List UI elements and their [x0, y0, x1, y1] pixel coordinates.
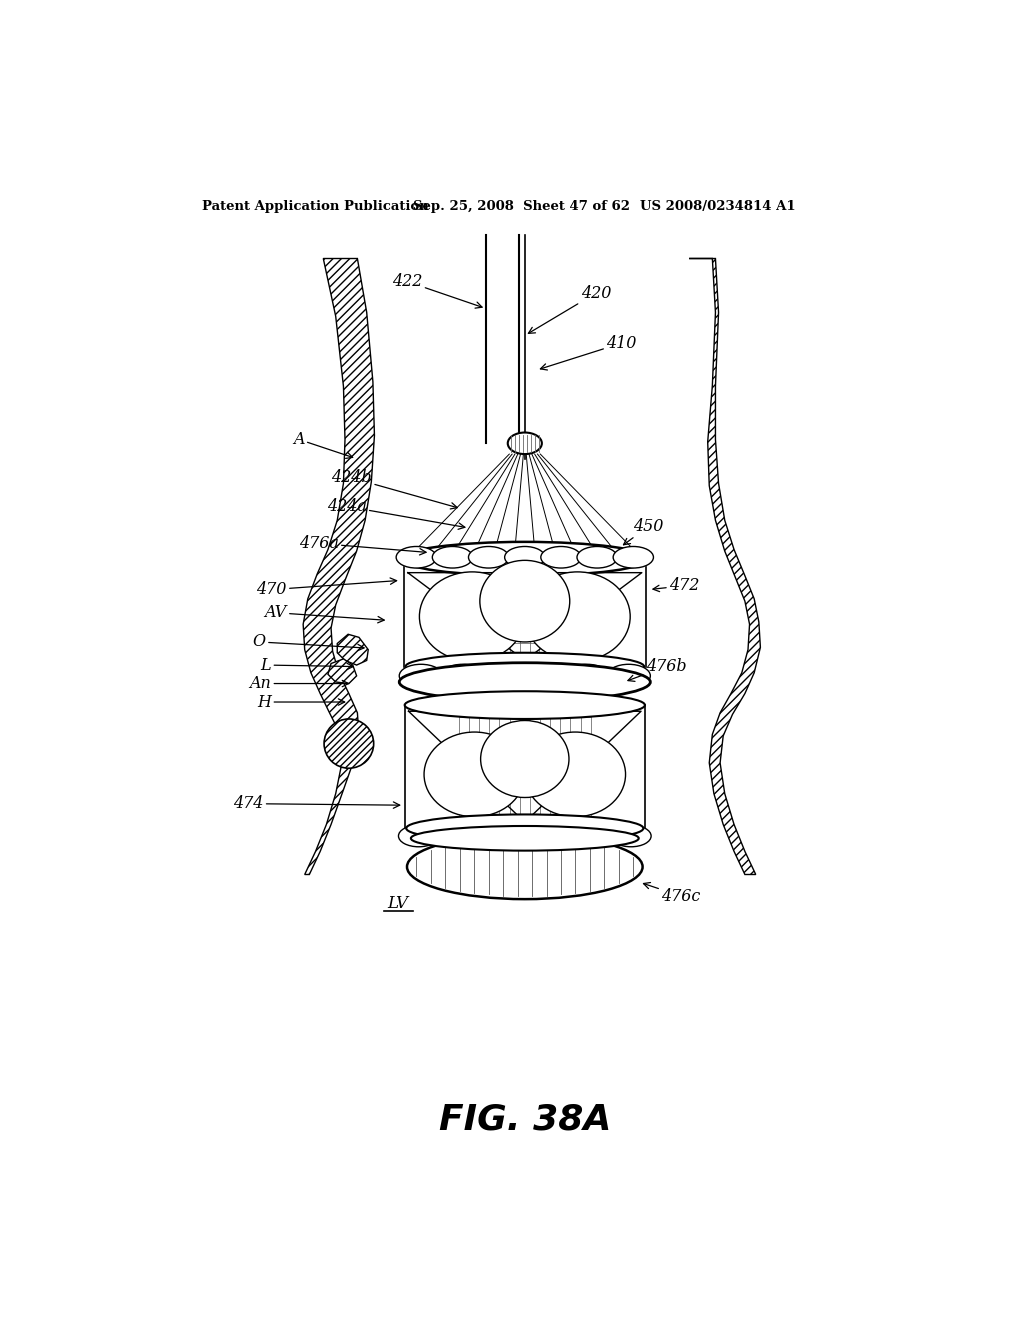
- Text: 472: 472: [653, 577, 699, 594]
- Ellipse shape: [432, 546, 473, 568]
- Ellipse shape: [400, 543, 649, 576]
- Text: Sep. 25, 2008  Sheet 47 of 62: Sep. 25, 2008 Sheet 47 of 62: [414, 199, 630, 213]
- Ellipse shape: [398, 825, 438, 847]
- Ellipse shape: [505, 546, 545, 568]
- Ellipse shape: [406, 653, 644, 681]
- Ellipse shape: [404, 692, 645, 719]
- Ellipse shape: [568, 825, 608, 847]
- Text: LV: LV: [387, 895, 409, 912]
- Text: US 2008/0234814 A1: US 2008/0234814 A1: [640, 199, 795, 213]
- Text: L: L: [261, 656, 353, 673]
- Polygon shape: [337, 635, 369, 665]
- Ellipse shape: [441, 825, 481, 847]
- Text: FIG. 38A: FIG. 38A: [438, 1102, 611, 1137]
- Ellipse shape: [565, 664, 609, 688]
- Text: A: A: [293, 430, 352, 458]
- Text: 422: 422: [392, 273, 482, 308]
- Text: 424b: 424b: [332, 470, 458, 510]
- Ellipse shape: [424, 733, 524, 817]
- Ellipse shape: [613, 546, 653, 568]
- Ellipse shape: [440, 664, 484, 688]
- Ellipse shape: [420, 572, 525, 661]
- Polygon shape: [689, 259, 761, 874]
- Ellipse shape: [577, 546, 617, 568]
- Text: 450: 450: [624, 517, 664, 545]
- Ellipse shape: [480, 721, 569, 797]
- Text: AV: AV: [264, 605, 384, 623]
- Ellipse shape: [524, 572, 630, 661]
- Ellipse shape: [541, 546, 581, 568]
- Circle shape: [324, 719, 374, 768]
- Text: 476a: 476a: [299, 535, 426, 554]
- Text: An: An: [250, 675, 348, 692]
- Text: 420: 420: [528, 285, 611, 334]
- Ellipse shape: [524, 733, 626, 817]
- Text: O: O: [253, 634, 365, 651]
- Ellipse shape: [469, 546, 509, 568]
- Text: 424a: 424a: [327, 498, 465, 529]
- Text: 470: 470: [256, 578, 396, 598]
- Text: Patent Application Publication: Patent Application Publication: [202, 199, 428, 213]
- Text: 476b: 476b: [628, 659, 686, 681]
- Ellipse shape: [407, 834, 643, 899]
- Ellipse shape: [396, 546, 436, 568]
- Ellipse shape: [607, 664, 650, 688]
- Ellipse shape: [399, 663, 650, 701]
- Ellipse shape: [399, 664, 442, 688]
- Ellipse shape: [407, 814, 643, 842]
- Ellipse shape: [482, 664, 525, 688]
- Ellipse shape: [611, 825, 651, 847]
- Ellipse shape: [411, 826, 639, 850]
- Ellipse shape: [480, 561, 569, 642]
- Text: 476c: 476c: [643, 883, 700, 904]
- Text: 410: 410: [541, 335, 637, 370]
- Polygon shape: [328, 659, 356, 684]
- Text: H: H: [257, 693, 345, 710]
- Ellipse shape: [483, 825, 523, 847]
- Polygon shape: [303, 259, 375, 874]
- Text: 474: 474: [233, 795, 399, 812]
- Ellipse shape: [508, 433, 542, 454]
- Ellipse shape: [524, 664, 567, 688]
- Ellipse shape: [526, 825, 566, 847]
